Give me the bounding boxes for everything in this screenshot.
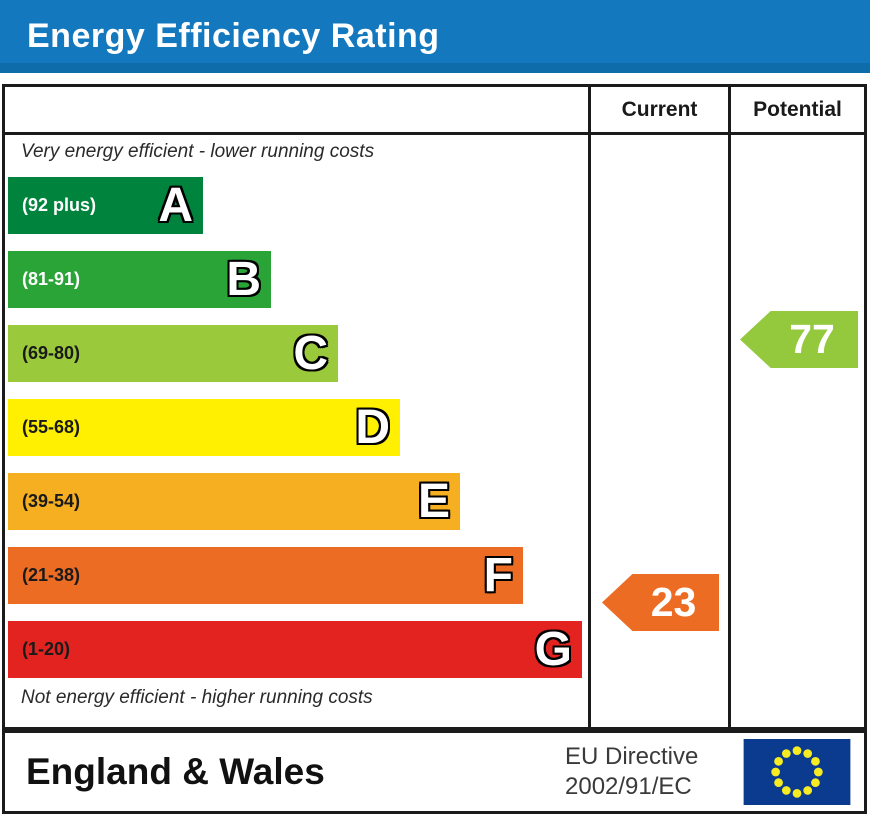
band-bar-b: (81-91) B (8, 251, 271, 308)
band-range-label: (39-54) (22, 491, 81, 511)
band-letter: F (483, 548, 513, 602)
band-row-d: (55-68) D (8, 399, 582, 456)
band-row-e: (39-54) E (8, 473, 582, 530)
band-row-c: (69-80) C (8, 325, 582, 382)
potential-rating-arrow: 77 (740, 311, 858, 368)
band-bar-a: (92 plus) A (8, 177, 203, 234)
page-title: Energy Efficiency Rating (27, 17, 440, 55)
eu-directive-label: EU Directive 2002/91/EC (565, 742, 698, 802)
band-range-label: (55-68) (22, 417, 81, 437)
eu-flag-icon (743, 739, 851, 805)
band-bar-g: (1-20) G (8, 621, 582, 678)
eu-directive-line1: EU Directive (565, 743, 699, 770)
potential-column-divider (728, 87, 731, 727)
band-range-label: (21-38) (22, 565, 81, 585)
band-row-a: (92 plus) A (8, 177, 582, 234)
current-column-divider (588, 87, 591, 727)
band-row-f: (21-38) F (8, 547, 582, 604)
band-bar-c: (69-80) C (8, 325, 338, 382)
band-letter: B (226, 252, 261, 306)
footer: England & Wales EU Directive 2002/91/EC (2, 730, 867, 814)
band-letter: G (534, 622, 572, 676)
potential-column-header: Potential (753, 98, 842, 121)
rating-bands: (92 plus) A (81-91) B (69-80) C (55-68) … (8, 177, 582, 695)
band-range-label: (81-91) (22, 269, 81, 289)
band-bar-f: (21-38) F (8, 547, 523, 604)
header-row-divider (5, 132, 864, 135)
eu-directive-line2: 2002/91/EC (565, 773, 692, 800)
title-banner: Energy Efficiency Rating (0, 0, 870, 73)
band-letter: C (293, 326, 328, 380)
band-bar-e: (39-54) E (8, 473, 460, 530)
band-bar-d: (55-68) D (8, 399, 400, 456)
band-range-label: (1-20) (22, 639, 71, 659)
region-label: England & Wales (26, 751, 325, 792)
current-rating-value: 23 (650, 579, 697, 625)
band-letter: D (355, 400, 390, 454)
current-rating-arrow: 23 (602, 574, 719, 631)
band-letter: E (417, 474, 450, 528)
band-row-g: (1-20) G (8, 621, 582, 678)
band-range-label: (69-80) (22, 343, 81, 363)
band-row-b: (81-91) B (8, 251, 582, 308)
current-column-header: Current (621, 98, 698, 121)
potential-rating-value: 77 (789, 316, 835, 362)
energy-rating-chart: Current Potential Very energy efficient … (2, 84, 867, 730)
band-range-label: (92 plus) (22, 195, 97, 215)
bottom-note: Not energy efficient - higher running co… (21, 687, 373, 708)
top-note: Very energy efficient - lower running co… (21, 141, 375, 162)
band-letter: A (158, 178, 193, 232)
